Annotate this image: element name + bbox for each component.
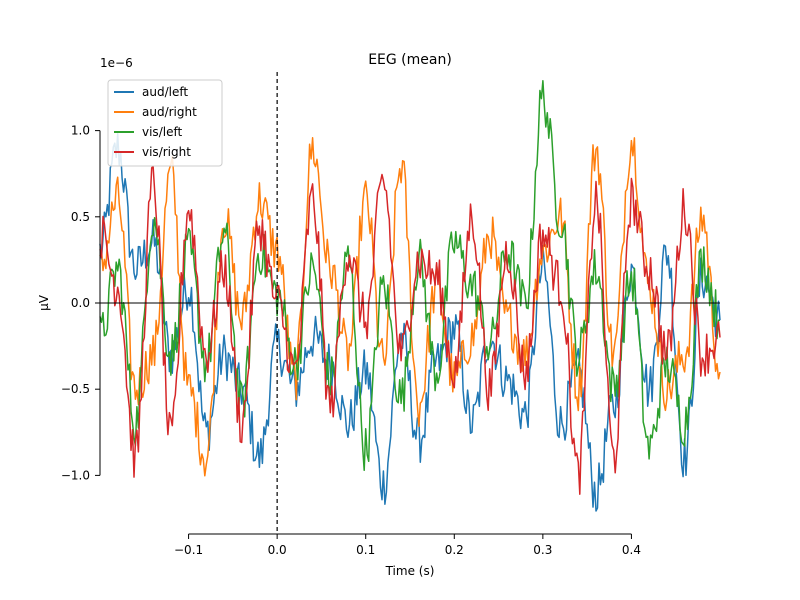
chart-title: EEG (mean) <box>368 52 452 68</box>
legend-box <box>107 79 223 167</box>
legend: aud/left aud/right vis/left vis/right <box>107 79 223 167</box>
y-tick-label: 1.0 <box>71 124 90 138</box>
x-tick-label: −0.1 <box>174 543 203 557</box>
y-axis-label: µV <box>37 294 51 311</box>
x-axis-label: Time (s) <box>385 564 435 578</box>
legend-label: aud/right <box>142 105 197 119</box>
y-tick-label: 0.5 <box>71 210 90 224</box>
x-tick-label: 0.2 <box>445 543 464 557</box>
y-tick-label: −0.5 <box>61 382 90 396</box>
legend-label: vis/left <box>142 125 182 139</box>
x-tick-label: 0.1 <box>356 543 375 557</box>
series-line-vis-right <box>99 165 721 495</box>
series-line-vis-left <box>99 79 720 472</box>
x-tick-label: 0.3 <box>533 543 552 557</box>
legend-label: vis/right <box>142 145 191 159</box>
y-exponent-label: 1e−6 <box>100 56 133 70</box>
y-tick-label: −1.0 <box>61 468 90 482</box>
legend-label: aud/left <box>142 85 188 99</box>
y-tick-label: 0.0 <box>71 296 90 310</box>
series-line-aud-right <box>99 137 721 477</box>
ticks: −0.1 0.0 0.1 0.2 0.3 0.4 −1.0 −0.5 0.0 0.5 1.0 <box>61 124 641 557</box>
x-tick-label: 0.0 <box>268 543 287 557</box>
plot-lines <box>99 79 721 512</box>
x-tick-label: 0.4 <box>622 543 641 557</box>
